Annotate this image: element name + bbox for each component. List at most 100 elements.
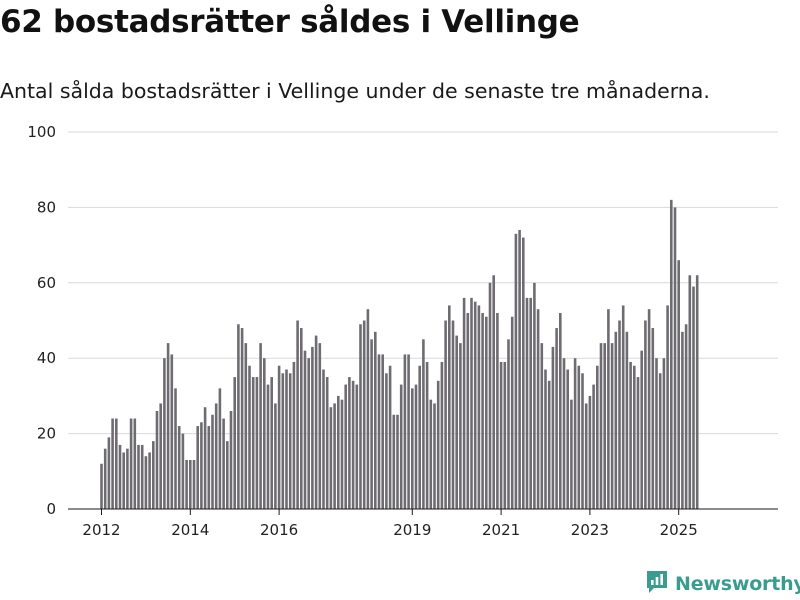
bar bbox=[277, 365, 281, 509]
bar bbox=[436, 380, 440, 509]
bar bbox=[562, 358, 566, 509]
bar bbox=[344, 384, 347, 509]
y-tick-label: 100 bbox=[27, 123, 56, 141]
bar bbox=[411, 388, 414, 509]
bar bbox=[100, 463, 103, 509]
bar bbox=[355, 384, 359, 509]
bar bbox=[592, 384, 595, 509]
bar bbox=[651, 328, 655, 509]
bar bbox=[570, 399, 573, 509]
bar bbox=[670, 199, 673, 510]
bar bbox=[536, 309, 540, 509]
bar bbox=[385, 373, 388, 509]
bar bbox=[337, 395, 340, 509]
bar bbox=[503, 361, 507, 509]
bar bbox=[377, 354, 381, 509]
chart-subtitle: Antal sålda bostadsrätter i Vellinge und… bbox=[0, 79, 710, 103]
bar bbox=[577, 365, 581, 509]
bar bbox=[396, 414, 399, 509]
bar bbox=[414, 384, 418, 509]
bar bbox=[522, 237, 525, 509]
y-tick-label: 80 bbox=[37, 198, 56, 216]
bar bbox=[470, 297, 473, 509]
bar bbox=[181, 433, 185, 509]
x-tick-label: 2012 bbox=[82, 521, 120, 539]
bar bbox=[340, 399, 344, 509]
bar bbox=[270, 377, 273, 509]
bar bbox=[370, 339, 373, 509]
bar bbox=[107, 437, 111, 509]
bar bbox=[666, 305, 669, 509]
bar bbox=[155, 410, 159, 509]
bar bbox=[189, 459, 192, 509]
bar bbox=[518, 230, 521, 509]
bar bbox=[200, 422, 203, 509]
bar bbox=[629, 361, 632, 509]
bar bbox=[584, 403, 588, 509]
x-tick-label: 2019 bbox=[393, 521, 431, 539]
bars bbox=[100, 199, 699, 510]
bar bbox=[581, 373, 584, 509]
bar bbox=[462, 297, 466, 509]
data-labels: 62 bbox=[731, 0, 751, 4]
bar bbox=[459, 343, 462, 509]
bar bbox=[547, 380, 551, 509]
x-tick-label: 2025 bbox=[660, 521, 698, 539]
bar bbox=[170, 354, 174, 509]
bar bbox=[166, 343, 170, 509]
bar bbox=[263, 358, 266, 509]
y-axis-ticks: 0 20 40 60 80 100 bbox=[27, 123, 56, 518]
bar bbox=[174, 388, 177, 509]
bar bbox=[381, 354, 384, 509]
bar bbox=[233, 377, 236, 509]
bar bbox=[159, 403, 162, 509]
bar bbox=[226, 441, 229, 509]
bar bbox=[684, 324, 688, 509]
bar bbox=[148, 452, 151, 509]
bar bbox=[466, 312, 470, 509]
bar bbox=[433, 403, 436, 509]
bar bbox=[103, 448, 107, 509]
bar bbox=[625, 331, 629, 509]
bar bbox=[407, 354, 410, 509]
bar bbox=[492, 275, 495, 509]
bar bbox=[514, 233, 518, 510]
bar bbox=[322, 369, 325, 509]
bar bbox=[244, 343, 248, 509]
bar bbox=[477, 305, 481, 509]
bar bbox=[196, 426, 199, 509]
x-tick-label: 2023 bbox=[571, 521, 609, 539]
y-tick-label: 40 bbox=[37, 349, 56, 367]
bar bbox=[126, 448, 129, 509]
bar bbox=[192, 459, 196, 509]
bar bbox=[307, 358, 310, 509]
bar bbox=[163, 358, 166, 509]
bar bbox=[152, 441, 155, 509]
bar bbox=[288, 373, 292, 509]
bar bbox=[285, 369, 288, 509]
bar bbox=[673, 207, 677, 509]
bar bbox=[551, 346, 555, 509]
bar bbox=[448, 305, 451, 509]
bar bbox=[281, 373, 285, 509]
y-tick-label: 60 bbox=[37, 274, 56, 292]
bar bbox=[451, 320, 455, 509]
brand-footer: Newsworthy bbox=[645, 568, 800, 600]
bar bbox=[366, 309, 370, 509]
bar bbox=[618, 320, 621, 509]
bar bbox=[333, 403, 336, 509]
bar bbox=[533, 282, 536, 509]
bar bbox=[529, 297, 532, 509]
bar bbox=[362, 320, 366, 509]
y-tick-label: 20 bbox=[37, 425, 56, 443]
bar bbox=[525, 297, 529, 509]
bar bbox=[496, 312, 499, 509]
bar bbox=[274, 403, 277, 509]
bar bbox=[647, 309, 651, 509]
bar bbox=[207, 426, 211, 509]
y-tick-label: 0 bbox=[46, 500, 56, 518]
bar bbox=[422, 339, 425, 509]
bar bbox=[329, 407, 333, 509]
bar bbox=[248, 365, 251, 509]
bar bbox=[240, 328, 244, 509]
